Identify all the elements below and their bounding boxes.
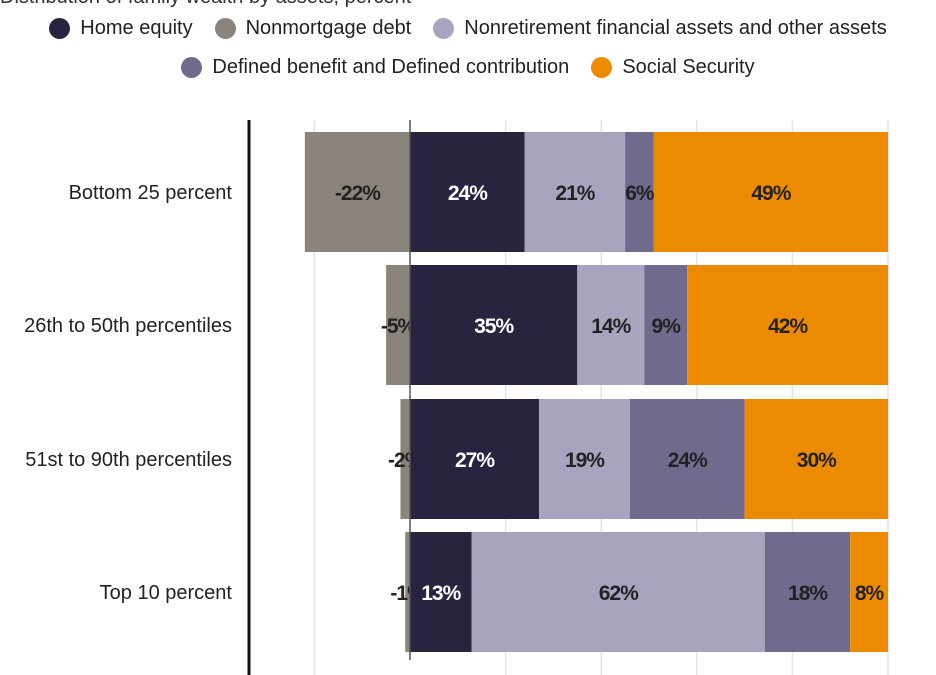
legend-item: Social Security xyxy=(591,56,755,79)
data-label: -22% xyxy=(335,182,381,205)
data-label: 9% xyxy=(652,315,682,338)
legend-label: Nonretirement financial assets and other… xyxy=(464,17,887,39)
bar-segment xyxy=(304,132,410,252)
legend-label: Nonmortgage debt xyxy=(245,17,412,39)
bar-segment xyxy=(653,132,888,252)
bar-segment xyxy=(410,399,540,519)
bar-segment xyxy=(405,532,410,652)
bar-segment xyxy=(577,265,645,385)
bar-segment xyxy=(410,265,578,385)
bar-segment xyxy=(850,532,888,652)
data-label: 62% xyxy=(599,582,639,605)
legend-swatch xyxy=(214,18,236,39)
category-label: Bottom 25 percent xyxy=(69,182,233,204)
legend: Defined benefit and Defined contribution… xyxy=(0,56,936,79)
category-label: 26th to 50th percentiles xyxy=(24,315,232,337)
data-label: 6% xyxy=(625,182,655,205)
data-label: 24% xyxy=(668,449,708,472)
legend-label: Home equity xyxy=(80,17,193,39)
legend-swatch xyxy=(591,57,613,78)
data-label: 30% xyxy=(797,449,837,472)
bar-segment xyxy=(410,132,525,252)
category-label: Top 10 percent xyxy=(100,582,233,604)
chart-title: Distribution of family wealth by assets,… xyxy=(0,0,411,9)
legend-label: Defined benefit and Defined contribution xyxy=(212,56,570,78)
data-label: 24% xyxy=(448,182,488,205)
data-label: 35% xyxy=(474,315,514,338)
bar-segment xyxy=(687,265,888,385)
bar-segment xyxy=(744,399,888,519)
data-label: 14% xyxy=(591,315,631,338)
bar-segment xyxy=(386,265,410,385)
bar-segment xyxy=(400,399,410,519)
legend-item: Home equity xyxy=(49,17,193,40)
category-label: 51st to 90th percentiles xyxy=(25,449,232,471)
data-label: 13% xyxy=(421,582,461,605)
data-label: 42% xyxy=(768,315,808,338)
data-label: 27% xyxy=(455,449,495,472)
bar-segment xyxy=(625,132,654,252)
data-label: 21% xyxy=(555,182,595,205)
legend-swatch xyxy=(181,57,203,78)
bar-segment xyxy=(471,532,765,652)
bar-segment xyxy=(539,399,630,519)
data-label: 49% xyxy=(751,182,791,205)
data-label: -5% xyxy=(381,315,417,338)
bar-segment xyxy=(410,532,472,652)
data-label: 19% xyxy=(565,449,605,472)
legend-item: Nonmortgage debt xyxy=(214,17,412,40)
legend-swatch xyxy=(433,18,455,39)
legend-item: Defined benefit and Defined contribution xyxy=(181,56,569,79)
bar-segment xyxy=(629,399,745,519)
legend-item: Nonretirement financial assets and other… xyxy=(433,17,887,40)
legend: Home equity Nonmortgage debt Nonretirement… xyxy=(0,17,936,40)
legend-swatch xyxy=(49,18,71,39)
legend-label: Social Security xyxy=(622,56,755,78)
bar-segment xyxy=(764,532,851,652)
data-label: 18% xyxy=(788,582,828,605)
data-label: 8% xyxy=(855,582,885,605)
bar-segment xyxy=(644,265,688,385)
bar-segment xyxy=(524,132,626,252)
